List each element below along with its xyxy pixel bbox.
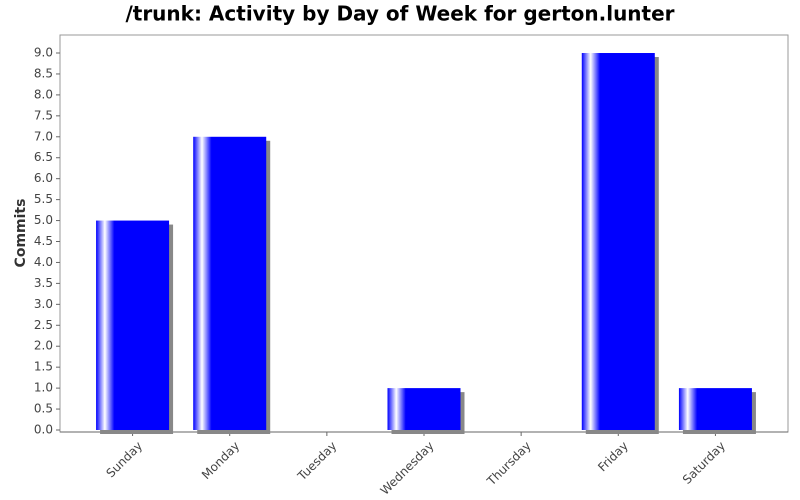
y-tick-label: 0.5 [34,402,53,416]
y-tick-label: 1.5 [34,360,53,374]
y-tick-label: 8.0 [34,87,53,101]
x-tick-label: Wednesday [378,439,437,498]
y-tick-label: 6.5 [34,150,53,164]
x-tick-label: Tuesday [294,439,339,484]
y-tick-label: 3.5 [34,276,53,290]
y-tick-label: 0.0 [34,423,53,437]
y-tick-label: 1.0 [34,381,53,395]
y-tick-label: 7.5 [34,108,53,122]
y-tick-label: 7.0 [34,129,53,143]
x-tick-label: Saturday [680,439,728,487]
bar [96,220,170,430]
x-tick-label: Monday [199,439,242,482]
y-tick-label: 9.0 [34,46,53,60]
y-tick-label: 6.0 [34,171,53,185]
x-tick-label: Thursday [484,439,534,489]
bar [678,388,752,430]
plot-area [59,34,789,433]
bar [387,388,461,430]
y-tick-label: 5.5 [34,192,53,206]
x-tick-label: Sunday [104,439,146,481]
y-tick-label: 8.5 [34,66,53,80]
y-axis-label: Commits [13,199,29,268]
y-tick-label: 2.0 [34,339,53,353]
y-tick-label: 5.0 [34,213,53,227]
y-tick-label: 2.5 [34,318,53,332]
y-tick-label: 4.5 [34,234,53,248]
x-tick-label: Friday [595,439,631,475]
chart-title: /trunk: Activity by Day of Week for gert… [125,2,674,26]
bar [581,53,655,431]
y-tick-label: 3.0 [34,297,53,311]
bar [193,136,267,430]
y-tick-label: 4.0 [34,255,53,269]
